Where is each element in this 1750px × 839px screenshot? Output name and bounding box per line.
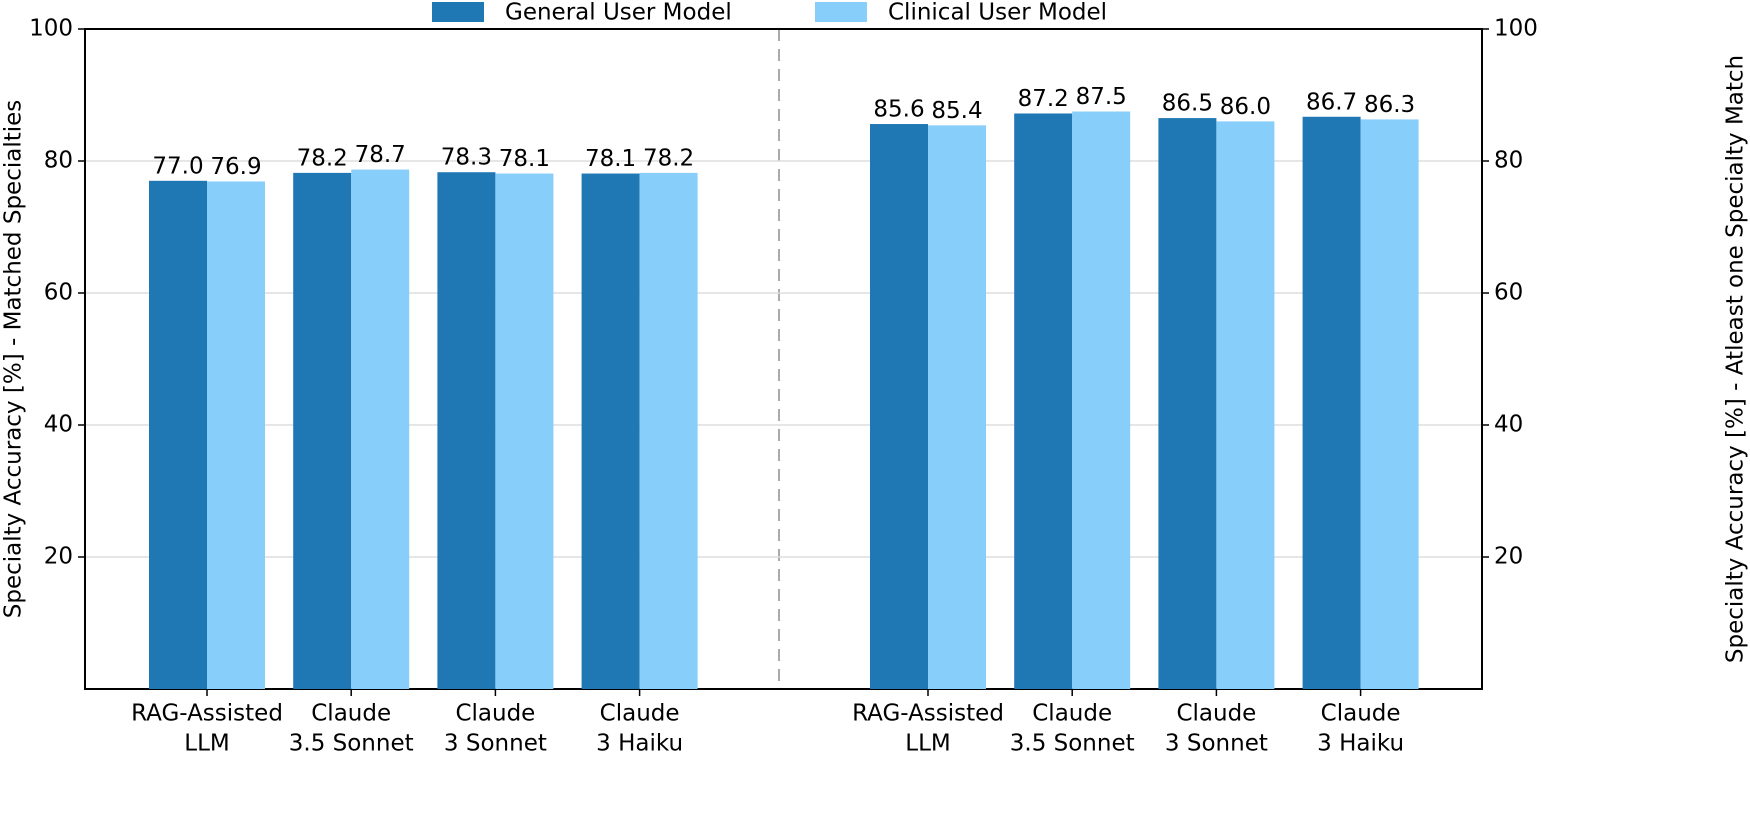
x-tick-label: Claude <box>1321 701 1401 727</box>
value-label: 85.4 <box>931 98 982 124</box>
bar <box>1360 119 1419 690</box>
bar <box>870 124 928 690</box>
y-axis-label: Specialty Accuracy [%] - Matched Special… <box>1 100 27 619</box>
x-tick-label: 3 Sonnet <box>1165 731 1268 757</box>
bar <box>1216 121 1275 689</box>
y-tick-label: 100 <box>29 16 73 42</box>
value-label: 78.1 <box>585 146 636 172</box>
x-tick-label: LLM <box>905 731 950 757</box>
x-tick-label: Claude <box>455 701 535 727</box>
value-label: 76.9 <box>210 154 261 180</box>
bar <box>581 173 640 690</box>
value-label: 78.3 <box>441 145 492 171</box>
x-tick-label: LLM <box>184 731 229 757</box>
y-tick-label: 80 <box>44 148 73 174</box>
x-tick-label: RAG-Assisted <box>131 701 283 727</box>
x-tick-label: 3 Haiku <box>1317 731 1404 757</box>
legend-label: General User Model <box>505 0 732 26</box>
value-label: 78.7 <box>355 142 406 168</box>
value-label: 85.6 <box>873 97 924 123</box>
value-label: 78.2 <box>297 145 348 171</box>
bar <box>293 172 352 689</box>
y2-tick-label: 40 <box>1494 412 1523 438</box>
x-tick-label: Claude <box>600 701 680 727</box>
x-tick-label: 3.5 Sonnet <box>289 731 414 757</box>
bar <box>207 181 265 689</box>
value-label: 86.5 <box>1162 91 1213 117</box>
y2-axis-label: Specialty Accuracy [%] - Atleast one Spe… <box>1723 55 1749 663</box>
legend-swatch <box>432 2 484 22</box>
legend-swatch <box>815 2 867 22</box>
x-tick-label: 3 Sonnet <box>444 731 547 757</box>
x-tick-label: 3 Haiku <box>596 731 683 757</box>
y2-tick-label: 60 <box>1494 280 1523 306</box>
y2-tick-label: 100 <box>1494 16 1538 42</box>
bar <box>495 173 554 690</box>
plot-frame <box>84 28 1483 690</box>
value-label: 78.1 <box>499 146 550 172</box>
value-label: 87.5 <box>1076 84 1127 110</box>
y2-tick-label: 80 <box>1494 148 1523 174</box>
value-label: 87.2 <box>1018 86 1069 112</box>
bar <box>1302 116 1361 689</box>
value-label: 78.2 <box>643 145 694 171</box>
x-tick-label: Claude <box>311 701 391 727</box>
bar <box>1158 118 1217 690</box>
x-tick-label: Claude <box>1032 701 1112 727</box>
y-tick-label: 20 <box>44 544 73 570</box>
value-label: 86.0 <box>1220 94 1271 120</box>
bar <box>928 125 986 690</box>
x-tick-label: 3.5 Sonnet <box>1010 731 1135 757</box>
bar <box>1014 113 1073 690</box>
x-tick-label: RAG-Assisted <box>852 701 1004 727</box>
bar <box>1072 111 1131 689</box>
bar <box>149 180 207 690</box>
y-tick-label: 40 <box>44 412 73 438</box>
bar <box>639 172 698 689</box>
y-tick-label: 60 <box>44 280 73 306</box>
legend-label: Clinical User Model <box>888 0 1107 26</box>
y2-tick-label: 20 <box>1494 544 1523 570</box>
value-label: 86.3 <box>1364 92 1415 118</box>
bar <box>351 169 410 689</box>
value-label: 86.7 <box>1306 89 1357 115</box>
bar <box>437 172 496 690</box>
value-label: 77.0 <box>152 153 203 179</box>
x-tick-label: Claude <box>1176 701 1256 727</box>
